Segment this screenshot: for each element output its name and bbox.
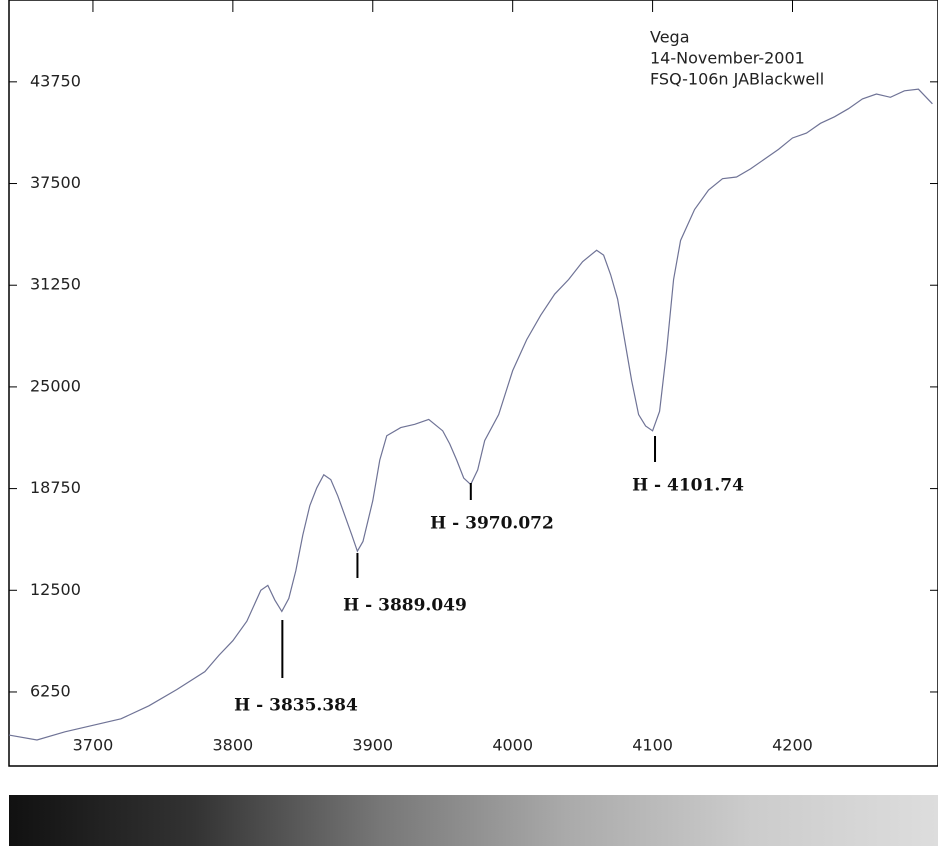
y-tick-label: 12500 [30, 580, 81, 599]
annotation: H - 4101.74 [632, 476, 744, 496]
info-line: FSQ-106n JABlackwell [650, 70, 824, 89]
spectrum-strip [9, 795, 938, 846]
x-tick-label: 4100 [632, 736, 673, 755]
annotation: H - 3889.049 [343, 596, 467, 616]
y-tick-label: 18750 [30, 478, 81, 497]
x-tick-label: 3700 [73, 736, 114, 755]
x-tick-label: 3900 [352, 736, 393, 755]
info-line: 14-November-2001 [650, 49, 805, 68]
plot-frame [9, 0, 938, 766]
y-tick-label: 37500 [30, 173, 81, 192]
y-tick-label: 25000 [30, 376, 81, 395]
annotation: H - 3835.384 [234, 696, 358, 716]
x-tick-label: 4200 [772, 736, 813, 755]
annotation: H - 3970.072 [430, 514, 554, 534]
y-tick-label: 43750 [30, 71, 81, 90]
y-tick-label: 6250 [30, 681, 71, 700]
chart: 6250 12500 18750 25000 31250 37500 43750 3700 38… [0, 0, 938, 846]
x-tick-label: 3800 [212, 736, 253, 755]
info-line: Vega [650, 28, 690, 47]
x-tick-label: 4000 [492, 736, 533, 755]
y-tick-label: 31250 [30, 275, 81, 294]
